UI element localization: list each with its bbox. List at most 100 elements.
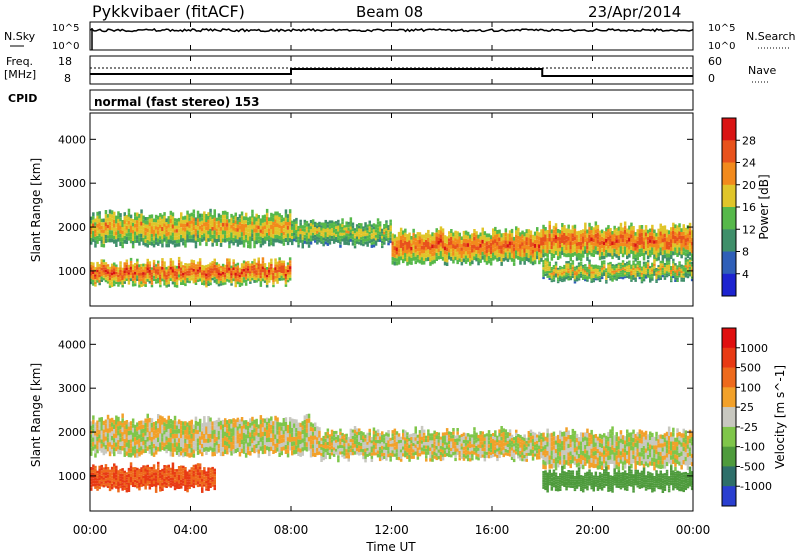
- heatmap-cell: [594, 274, 598, 277]
- heatmap-cell: [119, 421, 122, 426]
- heatmap-cell: [113, 484, 116, 488]
- heatmap-cell: [280, 229, 283, 233]
- heatmap-cell: [567, 236, 570, 241]
- heatmap-cell: [196, 226, 200, 231]
- heatmap-cell: [148, 278, 152, 281]
- heatmap-cell: [406, 257, 409, 262]
- heatmap-cell: [217, 426, 221, 431]
- heatmap-cell: [452, 248, 455, 252]
- heatmap-cell: [259, 432, 263, 438]
- heatmap-cell: [598, 241, 602, 246]
- heatmap-cell: [665, 253, 669, 258]
- heatmap-cell: [284, 431, 288, 436]
- heatmap-cell: [420, 257, 424, 261]
- heatmap-cell: [339, 241, 342, 245]
- heatmap-cell: [408, 248, 411, 253]
- heatmap-cell: [559, 271, 562, 274]
- heatmap-cell: [110, 269, 114, 273]
- heatmap-cell: [196, 214, 200, 219]
- heatmap-cell: [169, 472, 173, 476]
- heatmap-cell: [255, 236, 258, 241]
- heatmap-cell: [328, 232, 332, 236]
- heatmap-cell: [504, 248, 508, 253]
- heatmap-cell: [318, 224, 321, 227]
- heatmap-cell: [623, 266, 627, 269]
- heatmap-cell: [644, 232, 648, 237]
- heatmap-cell: [261, 431, 265, 437]
- heatmap-cell: [125, 215, 129, 219]
- heatmap-cell: [489, 235, 493, 239]
- heatmap-cell: [102, 429, 106, 434]
- heatmap-cell: [119, 275, 122, 279]
- heatmap-cell: [337, 231, 340, 235]
- heatmap-cell: [542, 224, 545, 229]
- heatmap-cell: [209, 216, 212, 221]
- heatmap-cell: [123, 235, 126, 240]
- heatmap-cell: [194, 269, 198, 273]
- heatmap-cell: [420, 249, 424, 254]
- heatmap-cell: [420, 253, 424, 258]
- heatmap-cell: [113, 265, 116, 269]
- heatmap-cell: [121, 244, 124, 249]
- heatmap-cell: [676, 267, 679, 270]
- heatmap-cell: [110, 426, 114, 432]
- heatmap-cell: [232, 436, 235, 441]
- heatmap-cell: [90, 227, 93, 231]
- heatmap-cell: [596, 278, 600, 281]
- heatmap-cell: [605, 277, 608, 280]
- heatmap-cell: [309, 435, 313, 440]
- heatmap-cell: [548, 263, 551, 267]
- heatmap-cell: [690, 237, 694, 242]
- heatmap-cell: [205, 273, 208, 277]
- heatmap-cell: [123, 216, 126, 220]
- heatmap-cell: [127, 435, 131, 440]
- heatmap-cell: [272, 225, 275, 230]
- heatmap-cell: [242, 263, 246, 267]
- heatmap-cell: [297, 242, 300, 245]
- heatmap-cell: [579, 267, 583, 270]
- heatmap-cell: [374, 237, 378, 241]
- heatmap-cell: [217, 238, 221, 242]
- heatmap-cell: [219, 278, 223, 281]
- heatmap-cell: [92, 433, 95, 438]
- heatmap-cell: [108, 280, 112, 283]
- heatmap-cell: [123, 447, 126, 453]
- heatmap-cell: [632, 255, 635, 260]
- heatmap-cell: [533, 251, 537, 256]
- heatmap-cell: [657, 228, 660, 233]
- heatmap-cell: [422, 253, 426, 258]
- heatmap-cell: [628, 260, 631, 263]
- heatmap-cell: [148, 275, 152, 279]
- heatmap-cell: [515, 234, 518, 239]
- heatmap-cell: [182, 275, 185, 278]
- heatmap-cell: [684, 262, 688, 265]
- heatmap-cell: [473, 244, 476, 249]
- heatmap-cell: [251, 263, 254, 266]
- heatmap-cell: [146, 236, 149, 240]
- heatmap-cell: [90, 220, 93, 224]
- heatmap-cell: [224, 238, 227, 243]
- heatmap-cell: [90, 216, 93, 221]
- heatmap-cell: [165, 473, 168, 477]
- heatmap-cell: [123, 224, 126, 228]
- heatmap-cell: [605, 242, 608, 247]
- heatmap-cell: [617, 247, 621, 252]
- heatmap-cell: [110, 478, 114, 481]
- heatmap-cell: [364, 225, 367, 228]
- heatmap-cell: [219, 214, 223, 219]
- heatmap-cell: [525, 253, 528, 257]
- heatmap-cell: [144, 266, 147, 270]
- heatmap-cell: [680, 239, 683, 244]
- heatmap-cell: [596, 239, 600, 244]
- heatmap-cell: [324, 238, 327, 242]
- heatmap-cell: [127, 486, 131, 489]
- freq-unit: [MHz]: [4, 68, 36, 81]
- heatmap-cell: [127, 216, 131, 221]
- heatmap-cell: [140, 469, 143, 473]
- heatmap-cell: [579, 273, 583, 276]
- heatmap-cell: [322, 231, 325, 235]
- heatmap-cell: [282, 224, 286, 229]
- heatmap-cell: [567, 273, 570, 276]
- heatmap-cell: [504, 236, 508, 241]
- heatmap-cell: [106, 423, 110, 429]
